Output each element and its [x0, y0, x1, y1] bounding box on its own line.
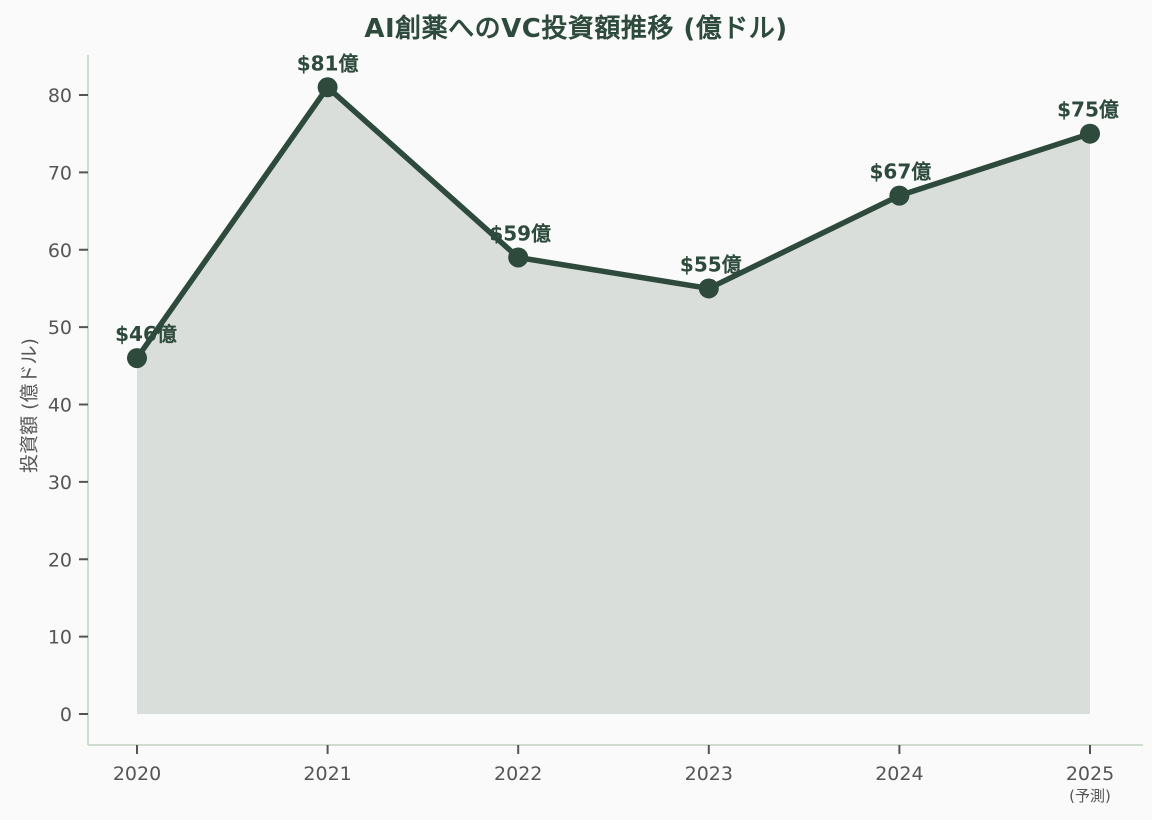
y-tick-label: 30	[48, 472, 72, 494]
data-point	[127, 348, 147, 369]
y-tick-label: 70	[48, 162, 72, 184]
trend-line	[134, 84, 1093, 361]
data-point-label: $46億	[115, 322, 177, 346]
data-point-label: $67億	[870, 160, 932, 184]
y-tick-label: 60	[48, 240, 72, 262]
chart-title: AI創薬へのVC投資額推移 (億ドル)	[364, 14, 788, 44]
data-point-label: $59億	[489, 221, 551, 245]
y-tick-label: 50	[48, 317, 72, 339]
data-point-label: $75億	[1057, 98, 1119, 122]
data-point	[1080, 123, 1100, 144]
x-tick-label: 2021	[303, 763, 351, 785]
data-point	[317, 77, 338, 98]
data-point	[889, 185, 910, 206]
y-tick-label: 80	[48, 85, 72, 107]
x-tick-label: 2022	[494, 763, 542, 785]
y-tick-label: 40	[48, 395, 72, 417]
data-point	[698, 278, 719, 299]
data-point	[508, 247, 529, 268]
y-tick-label: 10	[48, 627, 72, 649]
x-tick-label: 2020	[113, 763, 161, 785]
y-tick-label: 0	[60, 704, 72, 726]
x-tick-label: 2023	[685, 763, 733, 785]
area-fill	[137, 87, 1090, 714]
data-point-label: $55億	[680, 252, 742, 276]
x-axis-note: (予測)	[1069, 787, 1111, 805]
y-tick-label: 20	[48, 549, 72, 571]
data-point-label: $81億	[297, 51, 359, 75]
x-tick-label: 2025	[1066, 763, 1114, 785]
x-tick-label: 2024	[875, 763, 923, 785]
